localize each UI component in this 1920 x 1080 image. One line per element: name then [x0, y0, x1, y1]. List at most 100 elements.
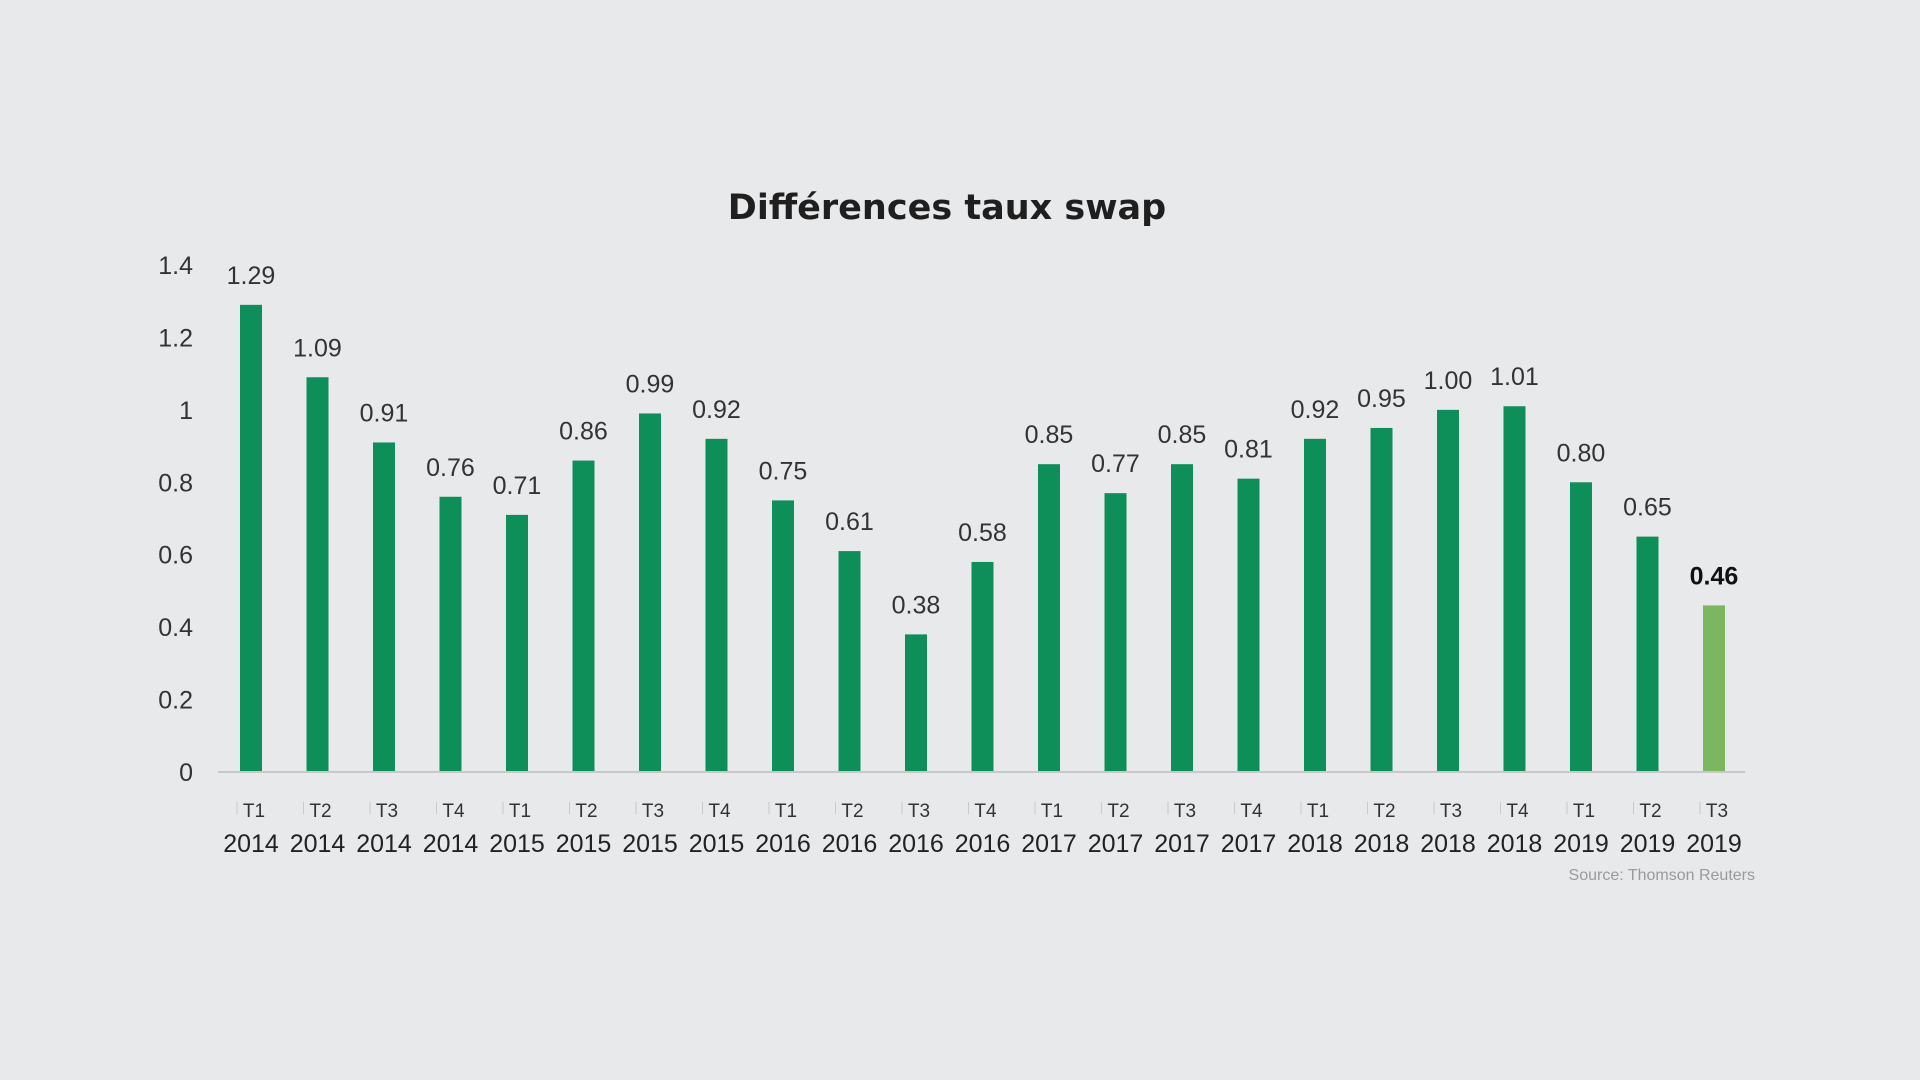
bar: [905, 634, 927, 772]
bar-value-label: 0.76: [426, 454, 475, 482]
bar: [1304, 438, 1326, 772]
y-tick-label: 0.8: [158, 469, 193, 497]
bar: [240, 304, 262, 772]
bar-value-label: 1.09: [293, 334, 342, 362]
x-quarter-label: T1: [1573, 801, 1595, 822]
x-quarter-label: T2: [1107, 801, 1129, 822]
x-year-label: 2017: [1221, 830, 1277, 858]
x-year-label: 2016: [822, 830, 878, 858]
bar-value-label: 1.29: [227, 262, 276, 290]
bar: [772, 500, 794, 772]
x-quarter-label: T2: [1373, 801, 1395, 822]
bar-value-label: 1.01: [1490, 363, 1539, 391]
bar: [506, 514, 528, 772]
bar: [971, 561, 994, 772]
bar: [1237, 478, 1260, 772]
y-tick-label: 1.2: [158, 324, 193, 352]
bar: [1570, 482, 1592, 772]
bar-value-label: 0.81: [1224, 436, 1273, 464]
bar: [1636, 536, 1659, 772]
x-quarter-label: T4: [1506, 801, 1529, 822]
x-year-label: 2016: [755, 830, 811, 858]
x-year-label: 2015: [622, 830, 678, 858]
bar-value-label: 0.85: [1025, 421, 1074, 449]
x-quarter-label: T3: [642, 801, 664, 822]
x-year-label: 2016: [955, 830, 1011, 858]
x-year-label: 2019: [1553, 830, 1609, 858]
x-quarter-label: T1: [1307, 801, 1329, 822]
bar: [639, 413, 661, 772]
x-year-label: 2014: [223, 830, 279, 858]
bar-value-label: 0.80: [1557, 439, 1606, 467]
x-quarter-label: T1: [509, 801, 531, 822]
x-quarter-label: T1: [775, 801, 797, 822]
x-axis-labels: T1 2014 T2 2014 T3 2014 T4 2014 T1 2015 T2 2015 T3 20…: [223, 801, 1742, 858]
x-year-label: 2015: [556, 830, 612, 858]
bar-value-label: 0.85: [1158, 421, 1207, 449]
bar-value-label: 0.38: [892, 591, 941, 619]
x-year-label: 2019: [1686, 830, 1742, 858]
bar: [373, 442, 395, 772]
source-label: Source: Thomson Reuters: [1569, 867, 1755, 884]
bar: [1171, 464, 1193, 772]
x-year-label: 2018: [1354, 830, 1410, 858]
bar-value-label: 0.75: [759, 457, 808, 485]
x-year-label: 2014: [423, 830, 479, 858]
y-tick-label: 0: [179, 759, 193, 787]
bar: [838, 551, 861, 772]
bar: [439, 496, 462, 772]
bar: [1503, 406, 1526, 772]
bar-value-label: 0.92: [692, 396, 741, 424]
y-tick-label: 0.4: [158, 614, 193, 642]
bar-value-label: 0.61: [825, 508, 874, 536]
bar: [306, 377, 329, 772]
x-quarter-label: T2: [1639, 801, 1661, 822]
bar-value-label: 0.77: [1091, 450, 1140, 478]
x-quarter-label: T4: [708, 801, 731, 822]
bars: 1.29 1.09 0.91 0.76 0.71 0.86 0.99 0.92 0.75 0.61…: [227, 262, 1739, 772]
x-quarter-label: T2: [309, 801, 331, 822]
x-year-label: 2015: [689, 830, 745, 858]
bar-value-label: 0.65: [1623, 494, 1672, 522]
y-tick-label: 0.6: [158, 542, 193, 570]
x-year-label: 2019: [1620, 830, 1676, 858]
bar-value-label: 0.92: [1291, 396, 1340, 424]
bar-value-label: 0.95: [1357, 385, 1406, 413]
x-quarter-label: T3: [1174, 801, 1196, 822]
x-quarter-label: T3: [376, 801, 398, 822]
bar-value-label: 0.86: [559, 418, 608, 446]
x-quarter-label: T1: [243, 801, 265, 822]
x-quarter-label: T2: [841, 801, 863, 822]
x-year-label: 2017: [1088, 830, 1144, 858]
bar-value-label: 0.91: [360, 399, 409, 427]
bar: [1038, 464, 1060, 772]
x-year-label: 2017: [1021, 830, 1077, 858]
bar-value-label: 0.46: [1690, 562, 1739, 590]
bar: [1104, 493, 1127, 772]
x-quarter-label: T1: [1041, 801, 1063, 822]
y-axis: 0 0.2 0.4 0.6 0.8 1 1.2 1.4: [158, 252, 193, 787]
y-tick-label: 1.4: [158, 252, 193, 280]
bar-value-label: 1.00: [1424, 367, 1473, 395]
x-year-label: 2018: [1420, 830, 1476, 858]
x-quarter-label: T2: [575, 801, 597, 822]
bar: [1703, 605, 1725, 772]
x-quarter-label: T4: [1240, 801, 1263, 822]
bar-value-label: 0.99: [626, 370, 675, 398]
x-quarter-label: T3: [908, 801, 930, 822]
y-tick-label: 1: [179, 397, 193, 425]
bar: [1437, 409, 1459, 772]
x-year-label: 2015: [489, 830, 545, 858]
x-quarter-label: T3: [1706, 801, 1728, 822]
x-quarter-label: T3: [1440, 801, 1462, 822]
bar: [1370, 427, 1393, 772]
bar: [705, 438, 728, 772]
x-year-label: 2014: [356, 830, 412, 858]
bar: [572, 460, 595, 772]
y-tick-label: 0.2: [158, 687, 193, 715]
x-year-label: 2018: [1287, 830, 1343, 858]
x-quarter-label: T4: [442, 801, 465, 822]
x-year-label: 2018: [1487, 830, 1543, 858]
x-year-label: 2016: [888, 830, 944, 858]
